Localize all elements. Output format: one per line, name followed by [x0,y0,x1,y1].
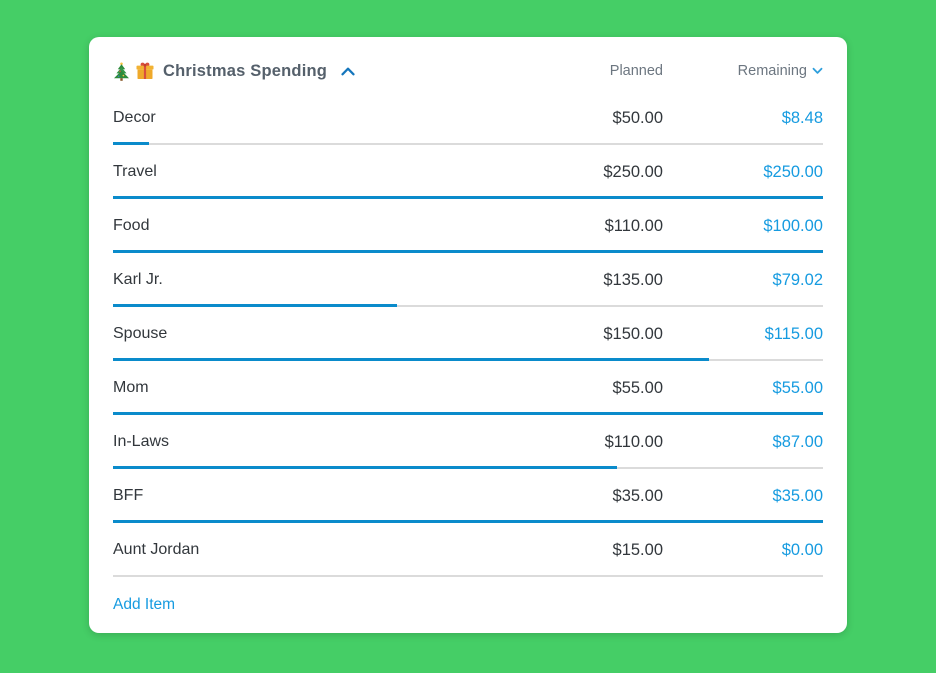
budget-item-name: Travel [113,163,157,180]
card-footer: Add Item [113,577,823,633]
progress-bar [113,466,823,469]
planned-amount[interactable]: $50.00 [612,108,663,127]
progress-track [113,575,823,577]
planned-amount[interactable]: $35.00 [612,486,663,505]
planned-amount[interactable]: $110.00 [604,216,663,235]
planned-column-header: Planned [609,63,663,79]
planned-amount[interactable]: $135.00 [603,270,663,289]
progress-track [113,143,823,145]
category-title-toggle[interactable]: Christmas Spending [113,61,355,81]
table-row[interactable]: In-Laws $110.00 $87.00 [113,415,823,469]
progress-fill [113,520,823,523]
remaining-amount[interactable]: $79.02 [772,270,823,289]
table-row[interactable]: Decor $50.00 $8.48 [113,91,823,145]
budget-item-name: Aunt Jordan [113,541,200,558]
progress-fill [113,466,618,469]
planned-amount[interactable]: $55.00 [612,378,663,397]
table-row[interactable]: Aunt Jordan $15.00 $0.00 [113,523,823,577]
budget-item-name: Spouse [113,325,168,342]
remaining-column-selector[interactable]: Remaining [663,63,823,79]
category-title: Christmas Spending [163,61,328,80]
table-row[interactable]: Travel $250.00 $250.00 [113,145,823,199]
progress-bar [113,358,823,361]
budget-item-name: Food [113,217,150,234]
progress-bar [113,520,823,523]
planned-amount[interactable]: $150.00 [603,324,663,343]
budget-item-name: In-Laws [113,433,170,450]
progress-bar [113,412,823,415]
progress-bar [113,250,823,253]
remaining-amount[interactable]: $115.00 [764,324,823,343]
planned-amount[interactable]: $110.00 [604,432,663,451]
progress-bar [113,304,823,307]
table-row[interactable]: Food $110.00 $100.00 [113,199,823,253]
progress-track [113,305,823,307]
progress-bar [113,574,823,577]
gift-icon [135,61,155,81]
table-row[interactable]: Karl Jr. $135.00 $79.02 [113,253,823,307]
category-header: Christmas Spending Planned Remaining [113,37,823,91]
remaining-amount[interactable]: $0.00 [781,540,823,559]
remaining-column-header: Remaining [737,63,807,79]
budget-item-name: Decor [113,109,156,126]
progress-bar [113,196,823,199]
remaining-amount[interactable]: $87.00 [772,432,823,451]
progress-fill [113,358,710,361]
budget-rows: Decor $50.00 $8.48 Travel $250.00 $250.0… [113,91,823,577]
chevron-down-icon[interactable] [812,67,823,75]
remaining-amount[interactable]: $8.48 [781,108,823,127]
budget-item-name: Karl Jr. [113,271,163,288]
remaining-amount[interactable]: $35.00 [772,486,823,505]
table-row[interactable]: Mom $55.00 $55.00 [113,361,823,415]
progress-bar [113,142,823,145]
progress-fill [113,412,823,415]
budget-item-name: BFF [113,487,144,504]
add-item-button[interactable]: Add Item [113,596,176,613]
table-row[interactable]: BFF $35.00 $35.00 [113,469,823,523]
progress-fill [113,196,823,199]
planned-amount[interactable]: $250.00 [603,162,663,181]
progress-fill [113,304,397,307]
remaining-amount[interactable]: $100.00 [763,216,823,235]
chevron-up-icon[interactable] [341,67,355,76]
christmas-tree-icon [113,62,130,81]
progress-fill [113,250,823,253]
planned-amount[interactable]: $15.00 [612,540,663,559]
remaining-amount[interactable]: $55.00 [772,378,823,397]
remaining-amount[interactable]: $250.00 [763,162,823,181]
table-row[interactable]: Spouse $150.00 $115.00 [113,307,823,361]
progress-fill [113,142,149,145]
budget-category-card: Christmas Spending Planned Remaining Dec… [89,37,847,633]
budget-item-name: Mom [113,379,149,396]
